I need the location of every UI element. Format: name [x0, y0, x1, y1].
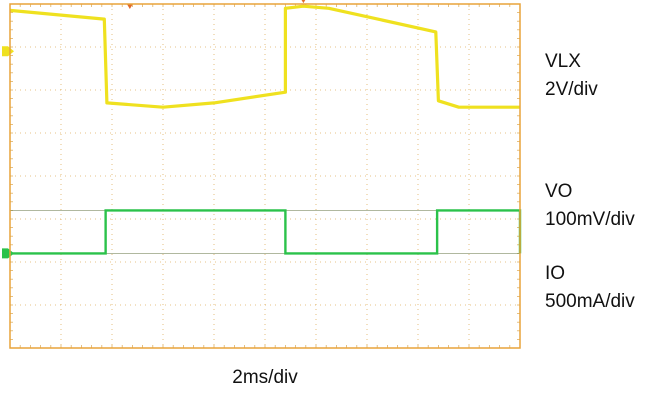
vo-name-label: VO: [545, 181, 573, 202]
time-base-label: 2ms/div: [232, 367, 298, 388]
vlx-scale-label: 2V/div: [545, 79, 598, 100]
screen-frame: [9, 3, 521, 349]
vo-channel-marker: [2, 46, 14, 57]
oscilloscope-grid: [9, 3, 521, 349]
io-name-label: IO: [545, 263, 566, 284]
oscilloscope-traces: [9, 4, 522, 255]
vo-trace: [9, 4, 520, 109]
oscilloscope-screen: [2, 0, 522, 349]
channel-markers: [2, 0, 306, 259]
vlx-name-label: VLX: [545, 51, 581, 72]
vo-scale-label: 100mV/div: [545, 209, 635, 230]
trigger-level-marker: [301, 0, 306, 4]
io-scale-label: 500mA/div: [545, 291, 635, 312]
trigger-position-marker: [126, 4, 133, 9]
io-channel-marker: [2, 248, 14, 259]
io-trace: [10, 209, 522, 255]
